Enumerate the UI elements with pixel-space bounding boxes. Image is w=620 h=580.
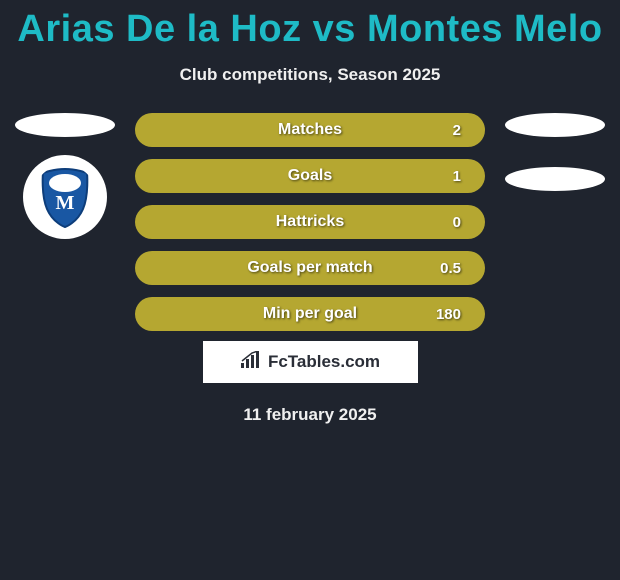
stat-value: 180: [436, 306, 461, 323]
shield-logo-icon: M: [33, 165, 97, 229]
right-player-area: [500, 113, 610, 191]
stat-label: Min per goal: [263, 305, 357, 323]
left-player-oval: [15, 113, 115, 137]
stat-label: Hattricks: [276, 213, 344, 231]
stat-bars-container: Matches 2 Goals 1 Hattricks 0 Goals per …: [135, 113, 485, 343]
right-player-oval-1: [505, 113, 605, 137]
stat-label: Goals per match: [247, 259, 372, 277]
stat-bar-goals: Goals 1: [135, 159, 485, 193]
stat-value: 1: [453, 168, 461, 185]
page-title: Arias De la Hoz vs Montes Melo: [0, 0, 620, 65]
left-team-logo: M: [23, 155, 107, 239]
branding-badge: FcTables.com: [203, 341, 418, 383]
stat-label: Goals: [288, 167, 332, 185]
svg-text:M: M: [56, 192, 75, 214]
stat-bar-min-per-goal: Min per goal 180: [135, 297, 485, 331]
chart-icon: [240, 351, 262, 374]
stat-bar-matches: Matches 2: [135, 113, 485, 147]
stat-value: 0: [453, 214, 461, 231]
comparison-area: M Matches 2 Goals 1 Hattricks 0 Goals pe…: [0, 113, 620, 323]
right-player-oval-2: [505, 167, 605, 191]
stat-bar-goals-per-match: Goals per match 0.5: [135, 251, 485, 285]
stat-value: 2: [453, 122, 461, 139]
stat-bar-hattricks: Hattricks 0: [135, 205, 485, 239]
left-player-area: M: [10, 113, 120, 239]
branding-text: FcTables.com: [268, 352, 380, 372]
stat-label: Matches: [278, 121, 342, 139]
stat-value: 0.5: [440, 260, 461, 277]
date-text: 11 february 2025: [0, 383, 620, 425]
subtitle: Club competitions, Season 2025: [0, 65, 620, 113]
